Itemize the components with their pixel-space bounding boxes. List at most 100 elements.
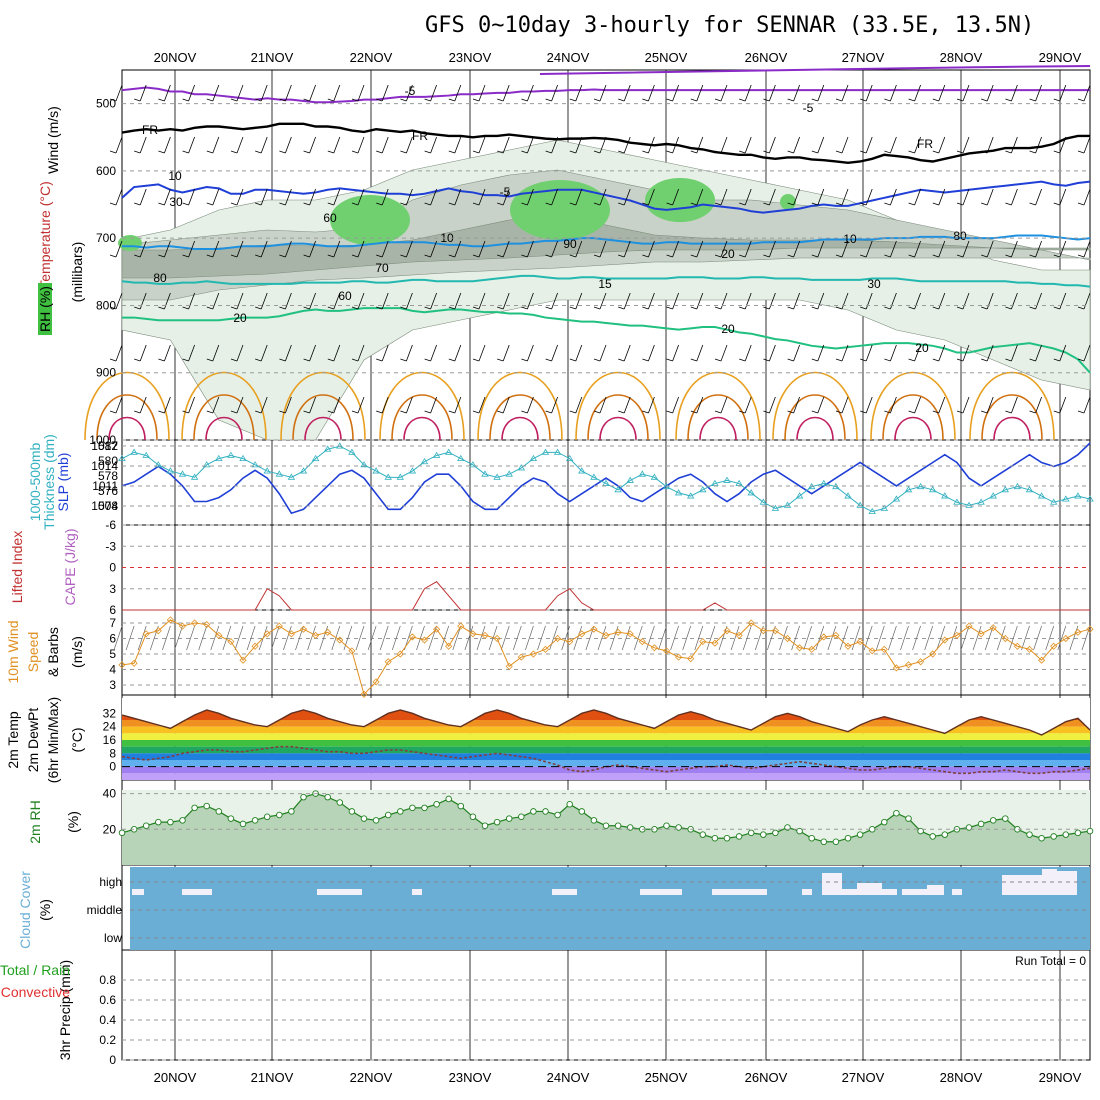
rh-marker xyxy=(191,804,198,812)
wind-speed-marker xyxy=(433,625,441,633)
wind-barb-10m xyxy=(125,625,135,651)
y-tick-temp: 32 xyxy=(103,706,117,720)
wind-barb xyxy=(690,98,697,102)
wind-barb xyxy=(497,202,504,206)
wind-barb xyxy=(642,254,649,258)
wind-barb xyxy=(1059,396,1067,414)
surface-temp-contour xyxy=(108,416,146,441)
wind-barb xyxy=(406,84,413,102)
wind-speed-marker xyxy=(239,656,247,664)
wind-barb xyxy=(962,292,970,310)
slp-marker xyxy=(820,479,828,486)
rh-marker xyxy=(142,822,150,829)
panel-frame xyxy=(121,949,1091,1061)
wind-barb xyxy=(357,188,365,206)
wind-barb xyxy=(642,150,649,154)
wind-barb xyxy=(720,84,728,102)
wind-barb xyxy=(648,396,655,414)
cloud-gap xyxy=(1042,869,1057,895)
wind-barb xyxy=(599,396,607,414)
wind-barb xyxy=(188,240,195,258)
wind-barb xyxy=(1029,202,1036,206)
wind-barb xyxy=(811,306,818,310)
wind-barb xyxy=(230,150,238,154)
wind-barb xyxy=(303,306,310,310)
wind-barb xyxy=(890,84,897,102)
date-label-top: 26NOV xyxy=(745,50,788,65)
wind-barb xyxy=(1053,306,1060,310)
cloud-gap xyxy=(822,873,842,895)
slp-marker xyxy=(1037,492,1046,499)
wind-barb xyxy=(841,188,849,206)
wind-barb xyxy=(357,240,365,258)
wind-speed-marker xyxy=(481,631,489,639)
wind-barb xyxy=(956,306,964,310)
wind-barb xyxy=(351,98,359,102)
wind-barb xyxy=(545,358,552,362)
wind-barb xyxy=(381,84,389,102)
wind-speed-marker xyxy=(650,644,658,652)
wind-speed-marker xyxy=(118,661,126,669)
wind-barb xyxy=(908,150,915,154)
temp-line xyxy=(121,709,1091,736)
wind-speed-marker xyxy=(178,622,187,630)
temp-color-band xyxy=(122,746,1090,754)
wind-barb xyxy=(593,306,601,310)
ylabel-temp-unit: (°C) xyxy=(69,727,85,752)
wind-barb xyxy=(188,188,195,206)
wind-barb xyxy=(914,240,921,258)
slp-marker xyxy=(360,461,368,468)
wind-barb xyxy=(938,188,946,206)
wind-barb xyxy=(938,344,946,362)
wind-barb xyxy=(406,188,413,206)
wind-barb xyxy=(981,410,988,414)
wind-barb xyxy=(932,254,939,258)
wind-barb xyxy=(236,344,244,362)
wind-barb xyxy=(1059,188,1067,206)
wind-barb xyxy=(575,136,583,154)
wind-barb xyxy=(672,188,679,206)
wind-speed-marker xyxy=(602,631,610,639)
slp-marker xyxy=(263,467,271,474)
wind-barb xyxy=(260,136,268,154)
y-tick-temp: 8 xyxy=(109,746,116,760)
slp-marker xyxy=(481,470,489,477)
wind-barb xyxy=(835,410,843,414)
wind-speed-marker xyxy=(1062,634,1070,643)
wind-barb xyxy=(327,254,334,258)
ylabel-thickness-range: 1000-500mb xyxy=(27,442,43,521)
wind-barb xyxy=(763,306,770,310)
slp-marker xyxy=(553,448,562,455)
slp-marker xyxy=(130,448,138,455)
wind-barb xyxy=(134,254,141,258)
wind-barb xyxy=(406,396,413,414)
y-tick-cape: 3 xyxy=(109,582,116,596)
y-tick-cape: 6 xyxy=(109,603,116,617)
wind-barb xyxy=(164,240,171,258)
wind-barb xyxy=(448,358,455,362)
surface-temp-contour xyxy=(501,416,539,441)
wind-barb xyxy=(527,136,534,154)
wind-barb-10m xyxy=(730,625,740,651)
y-tick-thickness: 576 xyxy=(98,484,118,498)
wind-speed-marker xyxy=(1025,645,1034,653)
rh-marker xyxy=(735,833,743,840)
wind-barb xyxy=(908,98,915,102)
wind-barb xyxy=(593,358,601,362)
wind-barb xyxy=(981,306,988,310)
wind-barb xyxy=(454,84,462,102)
wind-barb xyxy=(545,254,552,258)
temp-color-band xyxy=(122,740,1090,747)
wind-barb xyxy=(1029,306,1036,310)
wind-barb-10m xyxy=(658,625,667,651)
wind-barb xyxy=(986,84,994,102)
ylabel-temp2m: 2m Temp xyxy=(5,711,21,769)
wind-barb-10m xyxy=(863,625,873,651)
ylabel-rh2m: 2m RH xyxy=(27,800,43,844)
wind-barb xyxy=(472,254,480,258)
wind-barb xyxy=(696,84,704,102)
rh-marker xyxy=(445,795,452,803)
wind-barb xyxy=(744,240,752,258)
wind-barb xyxy=(787,150,794,154)
wind-barb xyxy=(817,292,825,310)
